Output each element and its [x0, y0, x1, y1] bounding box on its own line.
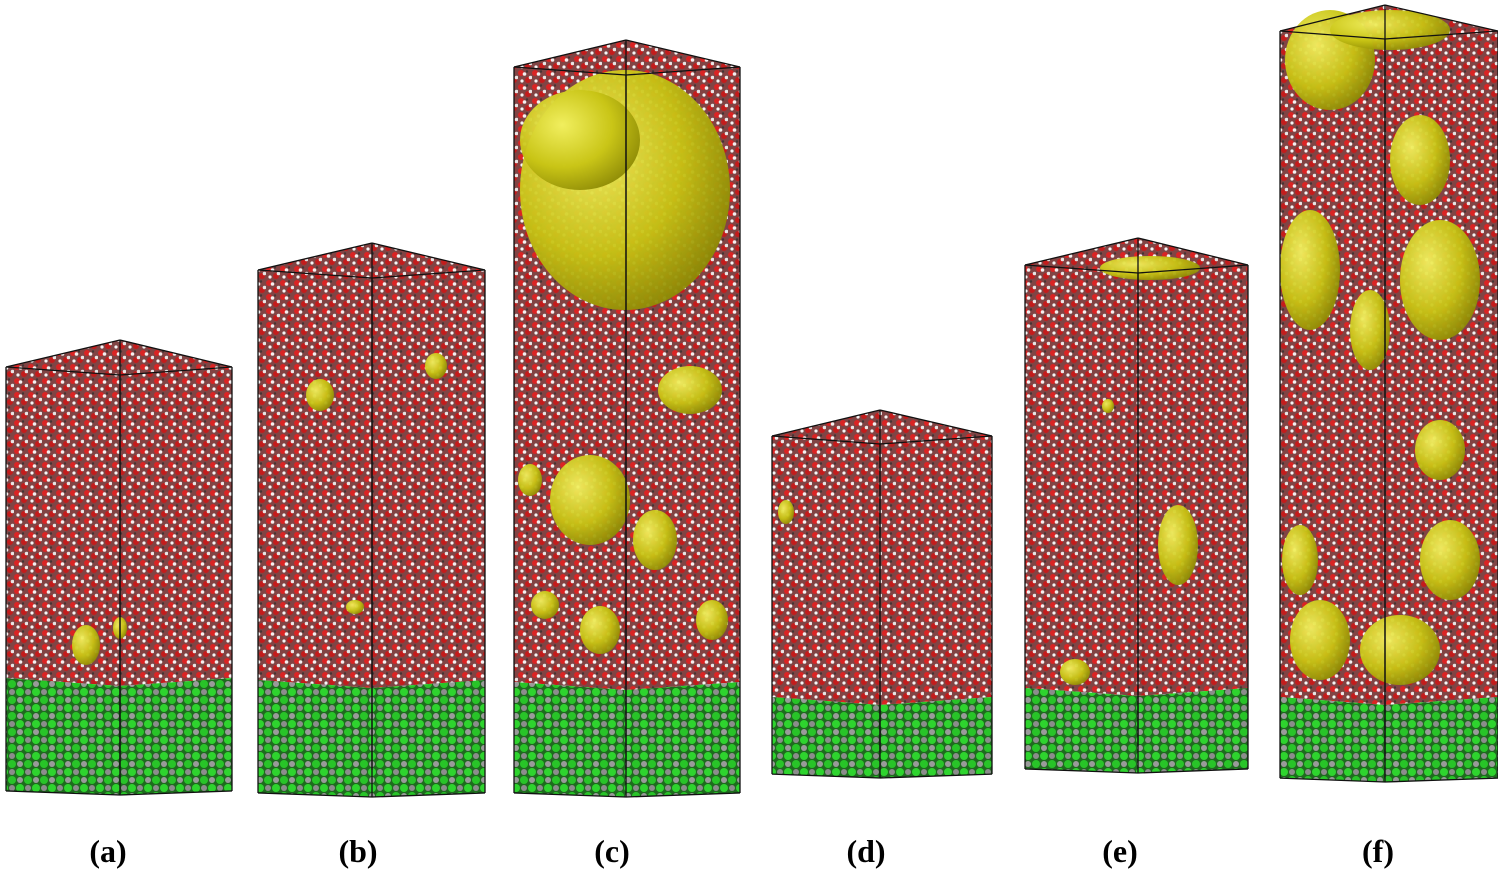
- void-isosurface: [1350, 290, 1390, 370]
- substrate-region: [1280, 697, 1498, 782]
- box-edge: [1024, 264, 1139, 274]
- void-isosurface: [1100, 256, 1200, 280]
- box-edge: [1137, 264, 1249, 274]
- void-isosurface: [633, 510, 677, 570]
- void-isosurface: [696, 600, 728, 640]
- box-edge: [5, 339, 121, 368]
- box-edge: [513, 792, 627, 798]
- box-edge: [625, 792, 741, 798]
- solvent-region: [772, 410, 992, 705]
- panel-label: (a): [89, 833, 126, 869]
- void-isosurface: [658, 366, 722, 414]
- void-isosurface: [531, 591, 559, 619]
- solvent-region: [1025, 238, 1248, 696]
- void-isosurface: [520, 90, 640, 190]
- box-edge: [119, 366, 233, 376]
- box-edge: [771, 435, 881, 445]
- simulation-box: [771, 409, 993, 779]
- box-edge: [1384, 30, 1498, 40]
- panel-label: (b): [338, 833, 377, 869]
- void-isosurface: [518, 464, 542, 496]
- void-isosurface: [1360, 615, 1440, 685]
- box-edge: [5, 790, 121, 796]
- box-edge: [771, 409, 881, 437]
- box-edge: [371, 242, 486, 271]
- box-edge: [257, 792, 373, 798]
- solvent-region: [6, 340, 232, 686]
- void-isosurface: [1420, 520, 1480, 600]
- void-isosurface: [1060, 659, 1090, 685]
- box-edge: [1279, 30, 1386, 40]
- void-isosurface: [1290, 600, 1350, 680]
- box-edge: [879, 409, 993, 437]
- simulation-box: [5, 339, 233, 796]
- box-edge: [257, 242, 373, 271]
- box-edge: [371, 269, 486, 279]
- void-isosurface: [550, 455, 630, 545]
- panel-label: (c): [594, 833, 630, 869]
- box-edge: [625, 39, 741, 68]
- void-isosurface: [1330, 10, 1450, 50]
- box-edge: [1137, 768, 1249, 774]
- box-edge: [1384, 777, 1498, 783]
- box-edge: [119, 790, 233, 796]
- box-edge: [513, 66, 627, 76]
- box-edge: [1024, 768, 1139, 774]
- substrate-region: [1025, 688, 1248, 773]
- substrate-region: [6, 678, 232, 795]
- void-isosurface: [1280, 210, 1340, 330]
- box-edge: [1279, 777, 1386, 783]
- simulation-box: [257, 242, 486, 798]
- box-edge: [1384, 4, 1498, 32]
- substrate-region: [772, 697, 992, 778]
- void-isosurface: [1282, 525, 1318, 595]
- void-isosurface: [778, 500, 794, 524]
- box-edge: [1024, 237, 1139, 266]
- box-edge: [879, 435, 993, 445]
- substrate-region: [514, 682, 740, 797]
- box-edge: [1279, 4, 1386, 32]
- box-edge: [5, 366, 121, 376]
- box-edge: [119, 339, 233, 368]
- box-edge: [257, 269, 373, 279]
- void-isosurface: [1400, 220, 1480, 340]
- box-edge: [771, 773, 881, 779]
- box-edge: [513, 39, 627, 68]
- void-isosurface: [1102, 399, 1114, 413]
- box-edge: [1137, 237, 1249, 266]
- void-isosurface: [1158, 505, 1198, 585]
- box-edge: [879, 773, 993, 779]
- void-isosurface: [306, 379, 334, 411]
- void-isosurface: [346, 600, 364, 614]
- void-isosurface: [1415, 420, 1465, 480]
- panel-label: (d): [846, 833, 885, 869]
- panel-label: (e): [1102, 833, 1138, 869]
- void-isosurface: [1390, 115, 1450, 205]
- void-isosurface: [425, 353, 447, 379]
- void-isosurface: [580, 606, 620, 654]
- simulation-box: [513, 39, 741, 798]
- panel-label: (f): [1362, 833, 1394, 869]
- simulation-box: [1024, 237, 1249, 774]
- box-edge: [625, 66, 741, 76]
- simulation-box: [1279, 4, 1498, 783]
- void-isosurface: [72, 625, 100, 665]
- box-edge: [371, 792, 486, 798]
- solvent-region: [1280, 5, 1498, 705]
